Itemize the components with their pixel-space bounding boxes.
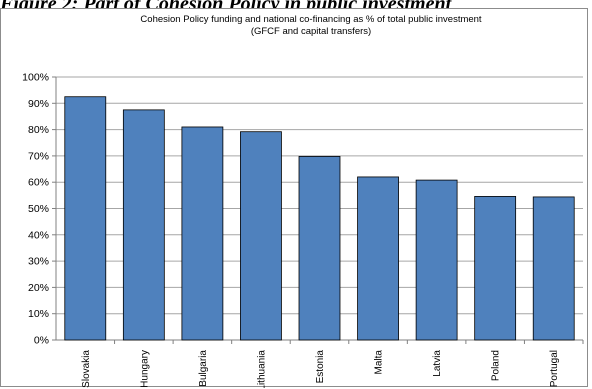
x-tick-label: Latvia [432, 350, 443, 377]
x-tick-label: Portugal [549, 350, 560, 387]
x-tick-label: Bulgaria [198, 350, 209, 387]
y-tick-label: 50% [28, 203, 49, 215]
bar-poland [474, 196, 517, 341]
y-tick-label: 100% [22, 72, 49, 84]
y-tick-label: 70% [28, 150, 49, 162]
chart-title: Cohesion Policy funding and national co-… [140, 14, 482, 25]
bar-bulgaria [181, 126, 224, 341]
x-tick-label: Lithuania [256, 350, 267, 388]
chart-frame: Cohesion Policy funding and national co-… [0, 8, 588, 388]
bar-estonia [298, 156, 341, 341]
y-tick-label: 30% [28, 256, 49, 268]
y-tick-label: 80% [28, 124, 49, 136]
y-tick-label: 90% [28, 98, 49, 110]
x-tick-label: Malta [374, 350, 385, 375]
y-tick-label: 0% [34, 335, 49, 347]
bar-malta [357, 176, 399, 341]
bar-chart: 0% 10% 20% 30% 40% 50% 60% 70% 80% 90% 100% Slovaki… [22, 72, 584, 388]
chart-subtitle: (GFCF and capital transfers) [250, 26, 372, 37]
bar-portugal [532, 196, 575, 341]
x-tick-label: Estonia [315, 350, 326, 384]
bar-latvia [415, 179, 458, 341]
y-tick-label: 20% [28, 282, 49, 294]
y-tick-label: 60% [28, 177, 49, 189]
bar-slovakia [64, 96, 107, 341]
bar-lithuania [240, 131, 282, 341]
x-tick-label: Poland [491, 350, 502, 381]
x-tick-label: Slovakia [81, 350, 92, 388]
y-tick-label: 10% [28, 308, 49, 320]
x-tick-label: Hungary [139, 350, 150, 388]
y-tick-label: 40% [28, 229, 49, 241]
bar-hungary [122, 109, 165, 341]
